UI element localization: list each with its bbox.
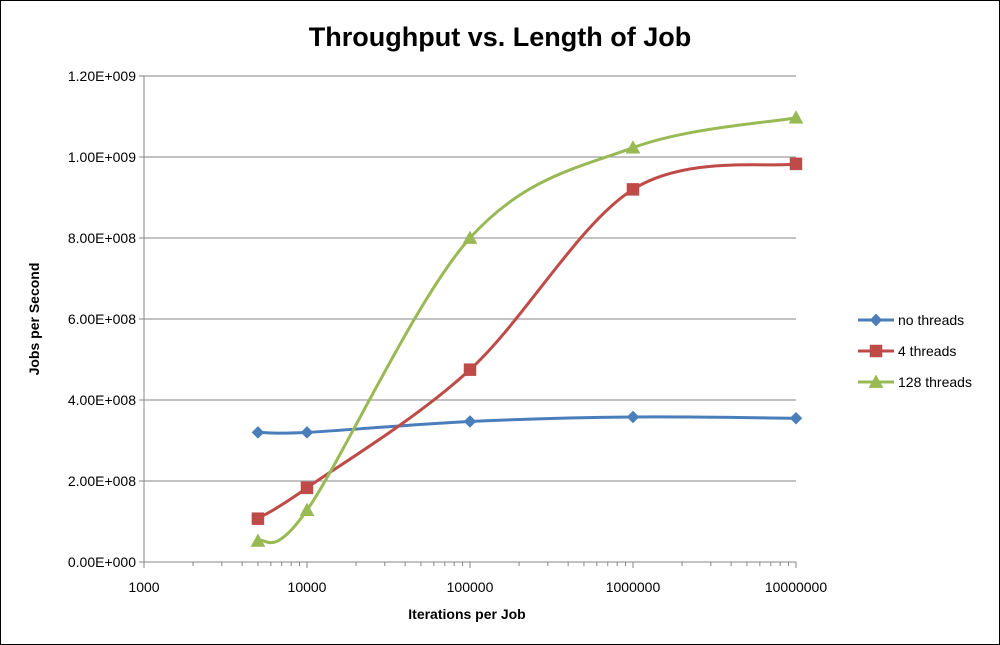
y-tick-label: 6.00E+008 [68,311,136,327]
data-point-128-threads [462,230,478,244]
x-tick-label: 1000000 [606,579,661,595]
y-axis-label: Jobs per Second [26,263,42,376]
tick-labels: 0.00E+000 2.00E+008 4.00E+008 6.00E+008 8.00… [68,68,827,595]
series-line-4-threads [257,162,797,520]
data-point-no-threads [626,410,640,424]
y-tick-label: 2.00E+008 [68,473,136,489]
legend-marker-4-threads [869,344,883,358]
axes [139,75,797,568]
legend: no threads 4 threads 128 threads [858,312,972,390]
chart-title: Throughput vs. Length of Job [309,22,691,52]
x-tick-label: 1000 [128,579,159,595]
data-point-no-threads [300,426,314,439]
data-point-no-threads [789,411,803,425]
x-tick-label: 10000000 [765,579,828,595]
y-tick-label: 1.20E+009 [68,68,136,84]
series-layer [250,110,804,547]
legend-entry-128-threads: 128 threads [858,374,972,390]
data-point-128-threads [625,140,641,154]
legend-marker-no-threads [869,313,883,327]
y-tick-label: 8.00E+008 [68,230,136,246]
legend-label-128-threads: 128 threads [898,374,972,390]
y-tick-label: 0.00E+000 [68,554,136,570]
series-line-no-threads [257,415,797,435]
series-128-threads [250,110,804,547]
data-point-4-threads [626,183,640,196]
legend-label-no-threads: no threads [898,312,964,328]
data-point-no-threads [251,426,265,439]
x-tick-label: 10000 [288,579,327,595]
data-point-128-threads [250,533,266,547]
data-point-128-threads [299,502,315,517]
data-point-4-threads [789,157,803,171]
data-point-4-threads [463,363,477,376]
legend-marker-128-threads [868,374,884,388]
x-tick-label: 100000 [447,579,494,595]
legend-entry-no-threads: no threads [858,312,964,328]
series-4-threads [251,157,803,525]
data-point-no-threads [463,415,477,428]
gridlines [144,75,796,482]
data-point-4-threads [251,512,265,525]
legend-entry-4-threads: 4 threads [858,343,956,359]
data-point-4-threads [300,481,314,495]
series-line-128-threads [257,116,797,545]
y-tick-label: 1.00E+009 [68,149,136,165]
data-point-128-threads [788,110,804,124]
legend-label-4-threads: 4 threads [898,343,956,359]
y-tick-label: 4.00E+008 [68,392,136,408]
x-axis-label: Iterations per Job [408,606,525,622]
series-no-threads [251,410,803,439]
